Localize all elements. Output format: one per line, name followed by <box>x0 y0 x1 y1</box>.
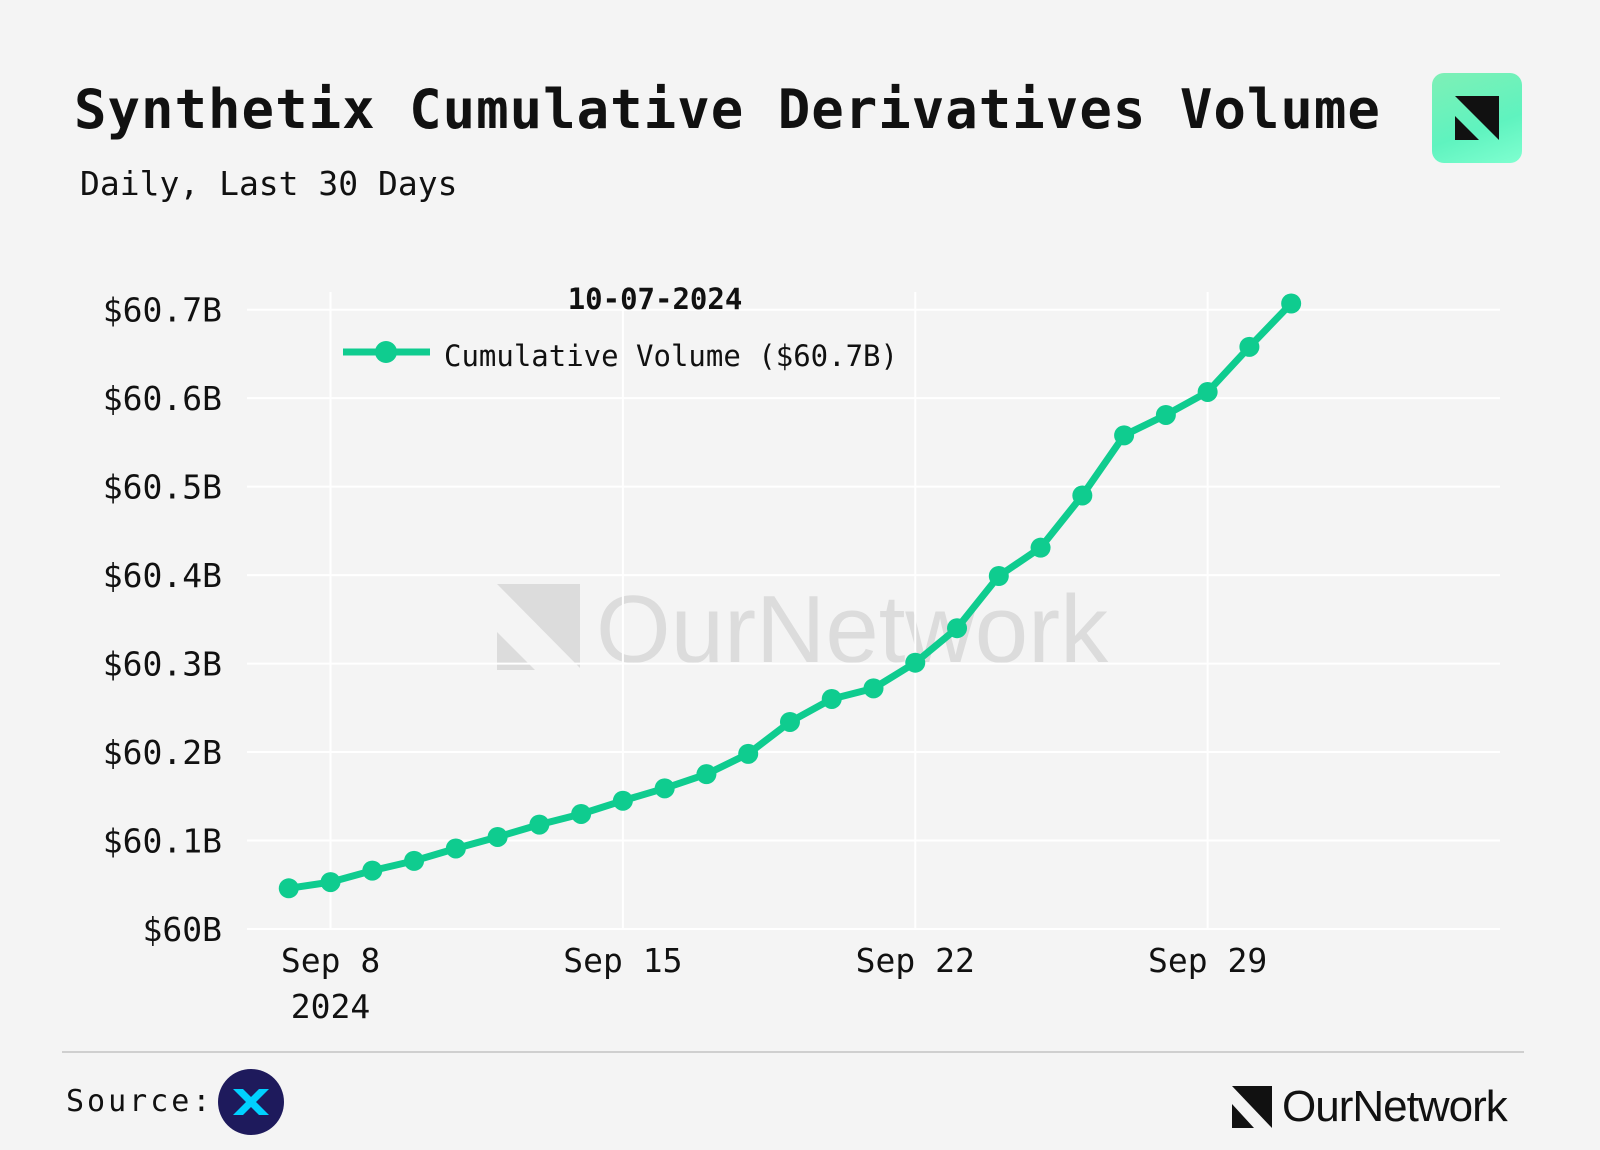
watermark-logo-icon <box>497 584 580 668</box>
y-tick-label: $60.4B <box>103 556 222 595</box>
data-point[interactable] <box>988 565 1009 586</box>
data-point[interactable] <box>696 764 717 785</box>
page-subtitle: Daily, Last 30 Days <box>80 164 458 203</box>
ournetwork-brand-icon <box>1232 1086 1272 1128</box>
hover-date-label: 10-07-2024 <box>568 282 743 316</box>
page-title: Synthetix Cumulative Derivatives Volume <box>74 78 1381 141</box>
data-point[interactable] <box>362 860 383 881</box>
watermark-logo-icon-small <box>497 632 535 670</box>
data-point[interactable] <box>278 878 299 899</box>
data-point[interactable] <box>654 778 675 799</box>
data-point[interactable] <box>905 652 926 673</box>
x-tick-label: Sep 15 <box>563 941 682 980</box>
data-point[interactable] <box>738 743 759 764</box>
y-tick-label: $60.2B <box>103 733 222 772</box>
data-point[interactable] <box>445 838 466 859</box>
ournetwork-logo-tile <box>1432 73 1522 163</box>
synthetix-logo <box>218 1069 284 1135</box>
brand-name: OurNetwork <box>1282 1082 1508 1131</box>
y-tick-label: $60.1B <box>103 822 222 861</box>
y-tick-label: $60.5B <box>103 468 222 507</box>
data-point[interactable] <box>1155 404 1176 425</box>
watermark: OurNetwork <box>497 576 1109 683</box>
data-point[interactable] <box>779 711 800 732</box>
legend: 10-07-2024 Cumulative Volume ($60.7B) <box>343 282 898 373</box>
legend-marker-swatch <box>375 341 397 363</box>
data-point[interactable] <box>1239 336 1260 357</box>
data-point[interactable] <box>1114 425 1135 446</box>
data-point[interactable] <box>821 688 842 709</box>
y-tick-label: $60.6B <box>103 379 222 418</box>
y-tick-label: $60B <box>143 910 222 949</box>
data-point[interactable] <box>1281 293 1302 314</box>
data-point[interactable] <box>1030 537 1051 558</box>
data-point[interactable] <box>571 803 592 824</box>
synthetix-logo-icon <box>233 1089 269 1115</box>
y-tick-label: $60.7B <box>103 291 222 330</box>
data-point[interactable] <box>863 678 884 699</box>
footer-brand: OurNetwork <box>1232 1082 1508 1132</box>
data-point[interactable] <box>1072 485 1093 506</box>
y-tick-label: $60.3B <box>103 645 222 684</box>
data-point[interactable] <box>612 790 633 811</box>
data-point[interactable] <box>1197 381 1218 402</box>
data-point[interactable] <box>487 826 508 847</box>
chart: OurNetwork $60B $60.1B $60.2B $60.3B $60.4B $… <box>103 282 1500 1026</box>
x-tick-sublabel: 2024 <box>291 987 370 1026</box>
watermark-text: OurNetwork <box>596 576 1109 683</box>
ournetwork-logo-icon <box>1455 96 1499 140</box>
legend-label: Cumulative Volume ($60.7B) <box>444 339 898 373</box>
source-label: Source: <box>66 1084 214 1119</box>
footer-divider <box>62 1051 1524 1053</box>
data-point[interactable] <box>320 872 341 893</box>
x-tick-label: Sep 22 <box>856 941 975 980</box>
data-point[interactable] <box>404 850 425 871</box>
x-tick-label: Sep 29 <box>1148 941 1267 980</box>
data-point[interactable] <box>529 814 550 835</box>
data-point[interactable] <box>947 618 968 639</box>
x-tick-label: Sep 8 <box>281 941 380 980</box>
